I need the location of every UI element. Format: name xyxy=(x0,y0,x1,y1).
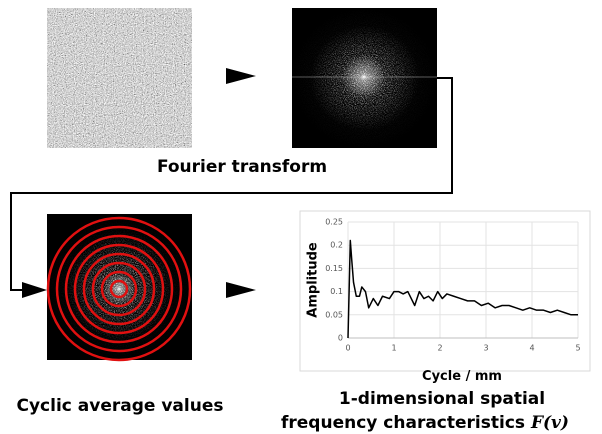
arrow xyxy=(226,282,256,298)
cyclic-label: Cyclic average values xyxy=(17,396,224,416)
result-label-line: frequency characteristics xyxy=(281,413,525,433)
arrow xyxy=(226,68,256,84)
result-label: 1-dimensional spatial xyxy=(339,389,545,409)
x-tick-label: 5 xyxy=(575,344,580,353)
fft-image xyxy=(292,8,437,148)
y-tick-label: 0.1 xyxy=(330,287,343,296)
cyclic-image xyxy=(47,214,192,360)
fourier-label: Fourier transform xyxy=(157,157,327,177)
diagram: Fourier transform Cyclic average values … xyxy=(0,0,602,434)
speckle-image xyxy=(47,8,192,148)
x-tick-label: 0 xyxy=(345,344,350,353)
y-axis-label: Amplitude xyxy=(306,242,321,318)
x-tick-label: 1 xyxy=(391,344,396,353)
y-tick-label: 0.2 xyxy=(330,241,343,250)
formula: F(v) xyxy=(530,413,569,433)
x-tick-label: 4 xyxy=(529,344,534,353)
y-tick-label: 0.25 xyxy=(325,218,343,227)
arrow xyxy=(22,282,47,298)
y-tick-label: 0.05 xyxy=(325,310,343,319)
chart-frame xyxy=(300,211,590,371)
x-tick-label: 2 xyxy=(437,344,442,353)
result-label: frequency characteristics F(v) xyxy=(281,413,569,433)
x-axis-label: Cycle / mm xyxy=(422,369,502,384)
y-tick-label: 0 xyxy=(338,334,343,343)
x-tick-label: 3 xyxy=(483,344,488,353)
y-tick-label: 0.15 xyxy=(325,264,343,273)
